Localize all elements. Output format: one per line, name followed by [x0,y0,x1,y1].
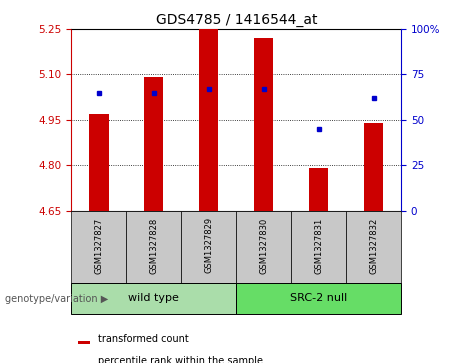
Text: percentile rank within the sample: percentile rank within the sample [98,356,263,363]
Bar [254,38,273,211]
Bar [181,211,236,283]
Text: genotype/variation ▶: genotype/variation ▶ [5,294,108,303]
Bar [364,123,383,211]
Bar [126,211,181,283]
Bar [309,168,328,211]
Bar [144,77,164,211]
Text: SRC-2 null: SRC-2 null [290,293,347,303]
Text: wild type: wild type [129,293,179,303]
Title: GDS4785 / 1416544_at: GDS4785 / 1416544_at [155,13,317,26]
Text: GSM1327830: GSM1327830 [259,217,268,273]
Bar [199,29,219,211]
Bar [236,211,291,283]
Bar [236,283,401,314]
Text: transformed count: transformed count [98,334,189,344]
Bar [291,211,346,283]
Bar [346,211,401,283]
Bar [78,341,89,344]
Text: GSM1327831: GSM1327831 [314,217,323,273]
Text: GSM1327829: GSM1327829 [204,217,213,273]
Bar [89,114,108,211]
Text: GSM1327832: GSM1327832 [369,217,378,273]
Bar [71,211,126,283]
Bar [71,283,236,314]
Text: GSM1327828: GSM1327828 [149,217,159,273]
Text: GSM1327827: GSM1327827 [95,217,103,273]
